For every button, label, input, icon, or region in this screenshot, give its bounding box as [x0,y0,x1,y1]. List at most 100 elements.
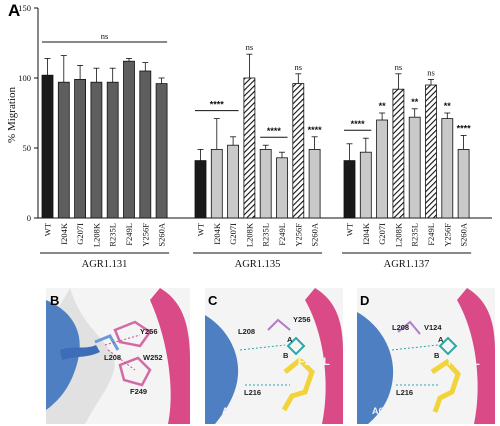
bar-AGR1.137-L208K [392,88,405,219]
chain-label: B [283,351,289,360]
antibody-label: AGR1.135 [222,406,265,416]
significance-label: **** [267,126,282,136]
residue-label: L208 [104,353,121,362]
significance-label: ns [101,31,109,41]
pink-sidechain [113,320,152,348]
x-tick-label: WT [196,222,206,236]
pink-helix [150,288,190,424]
bar-AGR1.137-S260A [457,148,470,219]
bar-AGR1.137-R235L [408,116,421,219]
x-tick-label: WT [345,222,355,236]
x-tick-label: F249L [277,223,287,246]
x-tick-label: Y256F [140,223,150,247]
panel-b-label: B [50,293,59,308]
interaction-line [239,344,286,351]
bar-AGR1.137-G207I [376,119,389,219]
bar-AGR1.131-I204K [57,81,70,219]
significance-label: ** [444,101,452,111]
bar-AGR1.135-L208K [243,77,256,219]
residue-label: L208 [392,323,409,332]
bar-AGR1.135-Y256F [292,83,305,219]
bar-AGR1.131-L208K [90,81,103,219]
bar-AGR1.137-I204K [359,151,372,219]
panel-b: B Y256 W252 L208 F249 [46,288,190,424]
bar-AGR1.137-Y256F [441,118,454,219]
group-label: AGR1.135 [235,259,281,270]
significance-label: **** [351,119,366,129]
x-tick-label: Y256F [293,223,303,247]
x-tick-label: S260A [310,222,320,246]
significance-label: ns [246,42,254,52]
y-tick-label: 150 [18,3,31,13]
group-labels: AGR1.131 AGR1.135 AGR1.137 [40,252,472,270]
residue-label: L208 [238,327,255,336]
y-tick-label: 100 [18,73,31,83]
teal-sidechain [438,336,458,356]
residue-label: V124 [424,323,442,332]
x-tick-label: I204K [59,222,69,245]
panel-c-label: C [208,293,218,308]
significance-label: ** [411,97,419,107]
residue-label: Y256 [293,315,311,324]
blue-loop [60,345,100,360]
y-tick-label: 50 [23,143,32,153]
x-tick-label: L208K [393,222,403,247]
blue-helix [357,312,394,424]
x-tick-label: L208K [91,222,101,247]
residue-label: F249L [298,356,330,368]
x-tick-label: S260A [459,222,469,246]
significance-label: ns [295,62,303,72]
yellow-sidechain [281,356,315,412]
group-label: AGR1.131 [82,259,128,270]
bar-AGR1.131-S260A [155,83,168,219]
purple-sidechain [397,320,421,335]
bar-AGR1.135-S260A [308,148,321,219]
bars [41,53,470,219]
group-label: AGR1.137 [384,259,430,270]
x-tick-labels: WT I204K G207I L208K R235L F249L Y256F S260A WT I… [43,222,469,247]
residue-label: F249L [448,356,480,368]
bar-AGR1.135-G207I [227,144,240,219]
residue-label: Y256 [140,327,158,336]
x-tick-label: R235L [410,223,420,247]
x-tick-label: F249L [426,223,436,246]
bar-AGR1.131-F249L [123,60,135,219]
x-tick-label: G207I [75,223,85,245]
y-ticks: 0 50 100 150 [18,3,38,223]
panel-d-label: D [360,293,369,308]
significance-label: ns [395,62,403,72]
x-tick-label: Y256F [442,223,452,247]
blue-helix [205,315,239,424]
bar-AGR1.135-I204K [210,148,223,219]
teal-sidechain [286,336,306,356]
residue-label: L216 [244,388,261,397]
pink-helix [457,288,495,424]
x-tick-label: R235L [261,223,271,247]
pink-helix [305,288,343,424]
chain-label: A [438,335,444,344]
x-tick-label: G207I [228,223,238,245]
pink-sidechain-2 [118,356,152,387]
significance-label: **** [308,125,323,135]
bar-AGR1.131-Y256F [139,70,152,219]
residue-label: F249 [130,387,147,396]
bar-AGR1.135-F249L [276,157,288,219]
residue-label: W252 [143,353,163,362]
yellow-sidechain [430,358,461,413]
chain-label: A [287,335,293,344]
blue-sidechain [94,334,120,351]
bar-AGR1.131-G207I [74,79,86,219]
bar-AGR1.137-WT [343,160,356,219]
x-tick-label: L208K [244,222,254,247]
significance-label: ns [427,67,435,77]
y-tick-label: 0 [27,213,31,223]
x-tick-label: F249L [124,223,134,246]
bar-AGR1.137-F249L [425,84,437,219]
x-tick-label: WT [43,222,53,236]
antibody-label: AGR1.137 [372,406,415,416]
significance-label: ** [379,101,387,111]
x-tick-label: I204K [361,222,371,245]
